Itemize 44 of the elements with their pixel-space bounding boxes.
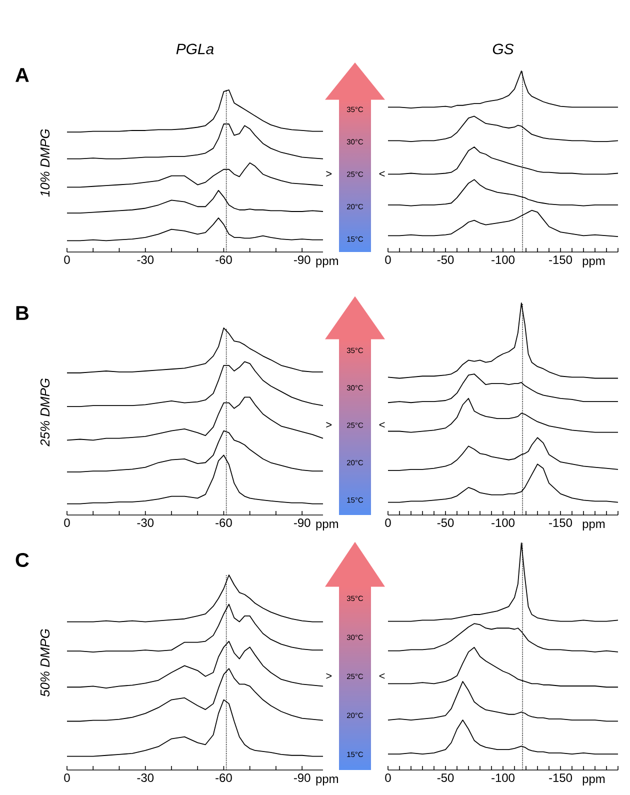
x-tick-label: -30 (137, 774, 154, 782)
x-axis-title: ppm (582, 522, 605, 530)
text: A (16, 68, 29, 82)
x-tick-label: -60 (216, 256, 232, 264)
text: B (16, 306, 28, 320)
x-tick-label: -90 (294, 774, 310, 782)
x-tick-label: -50 (437, 518, 454, 527)
x-axis-title: ppm (316, 522, 338, 530)
text: < (379, 171, 385, 177)
x-tick-label: -150 (549, 518, 572, 527)
text: C (16, 552, 29, 568)
x-tick-label: -90 (294, 256, 310, 264)
x-tick-label: -60 (216, 774, 232, 782)
x-tick-label: 0 (385, 256, 391, 264)
y-axis-title: 50% DMPG (40, 629, 50, 697)
text: < (379, 673, 385, 679)
y-axis-title: 25% DMPG (40, 378, 50, 446)
x-tick-label: -50 (437, 774, 454, 782)
x-axis-title: ppm (316, 776, 338, 786)
chart-title: PGLa (176, 44, 214, 54)
x-tick-label: -150 (549, 774, 572, 782)
x-tick-label: -60 (216, 518, 232, 527)
x-axis-title: ppm (582, 258, 605, 268)
x-tick-label: -50 (437, 256, 454, 264)
x-axis-title: ppm (316, 258, 338, 268)
x-axis-title: ppm (582, 776, 605, 786)
text: > (326, 171, 332, 177)
x-tick-label: -100 (492, 256, 514, 264)
chart-title: GS (492, 44, 514, 54)
x-tick-label: 0 (64, 774, 70, 782)
text: < (379, 422, 385, 428)
x-tick-label: -100 (492, 518, 514, 527)
x-tick-label: 0 (385, 774, 391, 782)
x-tick-label: 0 (64, 256, 70, 264)
x-tick-label: -30 (137, 256, 154, 264)
text: > (326, 422, 332, 428)
text: > (326, 673, 332, 679)
x-tick-label: -90 (294, 518, 310, 527)
x-tick-label: -100 (492, 774, 514, 782)
x-tick-label: -150 (549, 256, 572, 264)
x-tick-label: -30 (137, 518, 154, 527)
x-tick-label: 0 (64, 518, 70, 527)
y-axis-title: 10% DMPG (40, 129, 50, 197)
x-tick-label: 0 (385, 518, 391, 527)
